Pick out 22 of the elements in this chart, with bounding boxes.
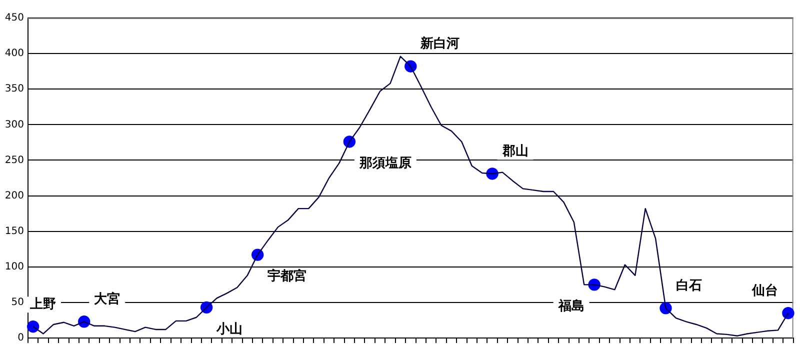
y-tick-label: 200 <box>4 190 24 202</box>
y-tick-label: 150 <box>4 226 24 237</box>
point <box>27 320 40 333</box>
data-label: 大宮 <box>94 291 120 308</box>
data-label: 福島 <box>557 298 584 314</box>
data-label: 小山 <box>216 322 243 337</box>
y-tick-label: 300 <box>4 119 24 130</box>
data-label: 上野 <box>29 296 56 312</box>
y-tick-label: 250 <box>4 154 24 166</box>
y-tick-label: 100 <box>4 261 24 272</box>
data-label: 新白河 <box>420 36 460 52</box>
y-tick-label: 450 <box>4 12 24 24</box>
data-label: 白石 <box>676 278 702 294</box>
data-label: 那須塩原 <box>358 156 412 172</box>
data-label: 宇都宮 <box>268 268 307 284</box>
y-tick-label: 50 <box>11 297 24 308</box>
data-label: 郡山 <box>501 144 528 160</box>
y-tick-label: 0 <box>18 332 24 344</box>
y-tick-label: 350 <box>4 84 24 95</box>
data-label: 仙台 <box>751 282 778 298</box>
y-tick-label: 400 <box>4 48 24 60</box>
point <box>782 307 794 320</box>
